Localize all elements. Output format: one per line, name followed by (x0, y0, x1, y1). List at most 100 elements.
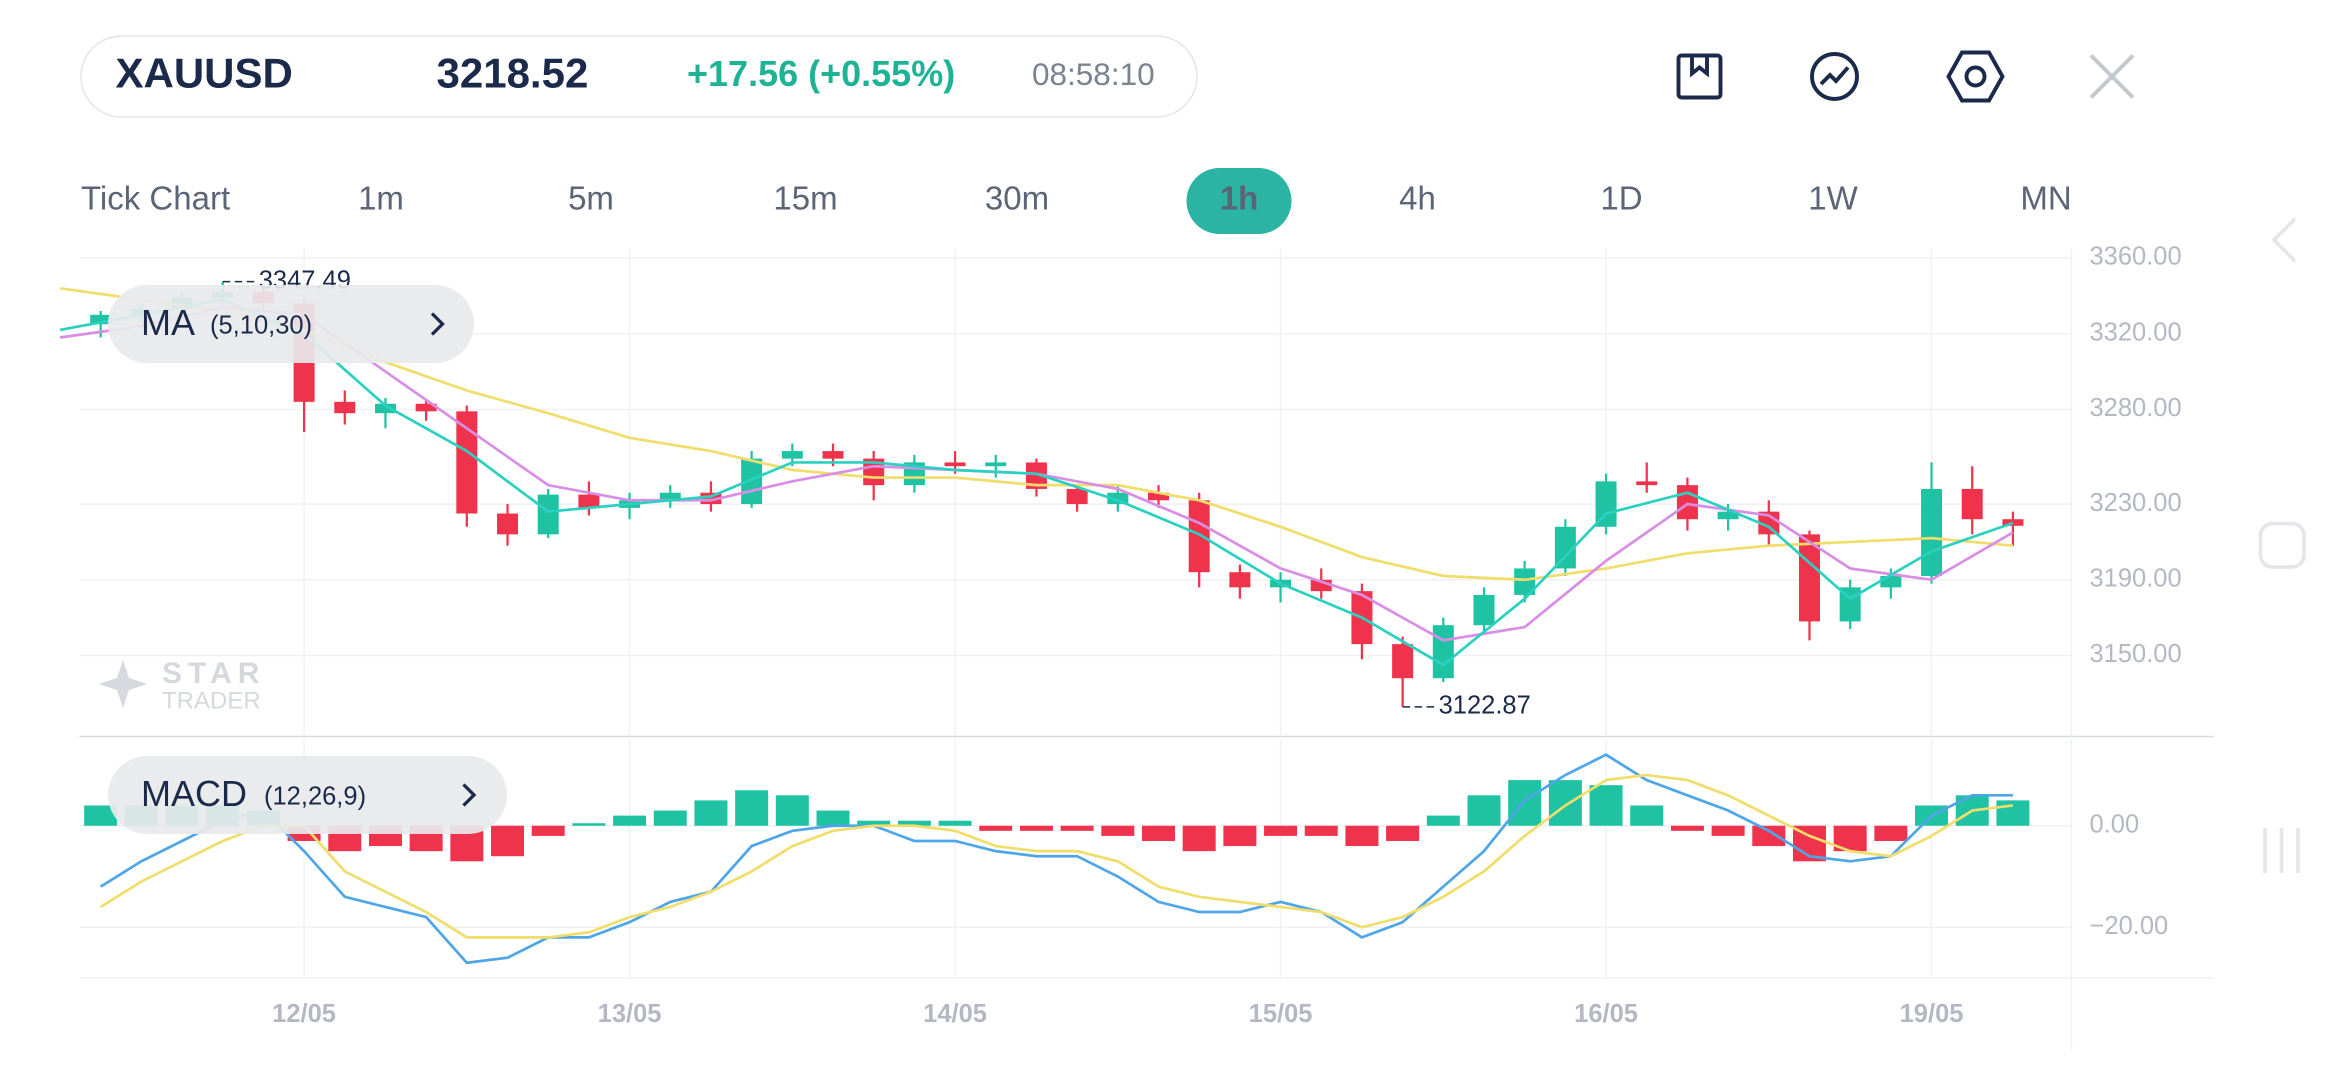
candle-body (334, 401, 356, 414)
histogram-bar (1508, 780, 1542, 826)
indicator-line (99, 753, 2013, 965)
y-tick-label: 3280.00 (2090, 394, 2182, 422)
macd-pill[interactable] (108, 756, 507, 834)
y-tick-label: 3360.00 (2090, 243, 2182, 271)
x-tick-label: 16/05 (1574, 1000, 1638, 1028)
timeframe[interactable]: 4h (1399, 180, 1436, 217)
timeframe-selected[interactable] (1186, 168, 1292, 234)
histogram-bar (1996, 800, 2030, 826)
histogram-bar (735, 790, 769, 826)
candle-body (415, 403, 437, 412)
candle-body (1554, 526, 1576, 569)
histogram-bar (1548, 780, 1582, 826)
indicator-params: (12,26,9) (264, 783, 366, 811)
y-tick-label: 3190.00 (2090, 565, 2182, 593)
settings-icon[interactable] (1946, 50, 2005, 103)
histogram-bar (1060, 825, 1094, 831)
price: 3218.52 (437, 50, 589, 97)
candle-body (1025, 462, 1047, 489)
candle-body (1229, 572, 1251, 588)
candle-body (944, 462, 966, 467)
candle-body (1188, 500, 1210, 573)
timeframe[interactable]: 5m (568, 180, 614, 217)
candle-body (497, 513, 519, 535)
histogram-bar (897, 820, 931, 826)
timeframe[interactable]: Tick Chart (81, 180, 230, 217)
candle-body (1066, 488, 1088, 505)
candle-body (1432, 625, 1454, 679)
histogram-bar (1874, 825, 1908, 841)
side-square[interactable] (2258, 521, 2306, 569)
candle-body (1473, 594, 1495, 626)
timeframe[interactable]: 1h (1220, 180, 1259, 217)
timeframe[interactable]: 1W (1808, 180, 1858, 217)
candle-body (781, 451, 803, 459)
candle-body (1636, 481, 1658, 486)
timeframe[interactable]: 1D (1600, 180, 1642, 217)
ma-pill[interactable] (108, 285, 474, 363)
histogram-bar (572, 823, 606, 826)
histogram-bar (531, 825, 565, 836)
histogram-bar (694, 800, 728, 826)
watermark: STAR TRADER (99, 657, 261, 714)
histogram-bar (1264, 825, 1298, 836)
histogram-bar (1670, 825, 1704, 831)
candle-body (1798, 534, 1820, 622)
indicator-icon[interactable] (1810, 52, 1859, 101)
histogram-bar (1304, 825, 1338, 836)
candle-body (985, 462, 1007, 467)
candle-body (1880, 576, 1902, 588)
x-tick-label: 13/05 (598, 1000, 662, 1028)
y-tick-label: 0.00 (2090, 811, 2140, 839)
indicator-line (99, 773, 2014, 939)
y-tick-label: 3150.00 (2090, 640, 2182, 668)
y-tick-label: −20.00 (2090, 912, 2169, 940)
histogram-bar (1711, 825, 1745, 836)
change: +17.56 (+0.55%) (687, 53, 955, 94)
histogram-bar (613, 815, 647, 826)
candle-body (1310, 579, 1332, 592)
toolbar (1676, 50, 2135, 103)
histogram-bar (1589, 785, 1623, 826)
timeframe[interactable]: 1m (358, 180, 404, 217)
close-icon[interactable] (2089, 54, 2135, 99)
histogram-bar (1426, 815, 1460, 826)
side-controls (2258, 217, 2306, 873)
candle-body (578, 494, 600, 508)
indicator-params: (5,10,30) (210, 312, 312, 340)
histogram-bar (1752, 825, 1786, 847)
time: 08:58:10 (1032, 56, 1155, 92)
candle-body (374, 403, 396, 414)
side-back[interactable] (2271, 217, 2297, 263)
histogram-bar (1630, 805, 1664, 826)
candle-body (1107, 492, 1129, 505)
candle-body (822, 451, 844, 459)
histogram-bar (775, 795, 809, 826)
timeframe[interactable]: MN (2020, 180, 2071, 217)
histogram-bar (1019, 825, 1053, 831)
histogram-bar (1101, 825, 1135, 836)
timeframe[interactable]: 30m (985, 180, 1049, 217)
bookmark-icon[interactable] (1676, 53, 1723, 100)
candle-body (1392, 644, 1414, 679)
timeframe[interactable]: 15m (773, 180, 837, 217)
histogram-bar (1345, 825, 1379, 847)
histogram-bar (1182, 825, 1216, 852)
candle-body (1961, 488, 1983, 520)
histogram-bar (1467, 795, 1501, 826)
indicator-name: MACD (141, 773, 247, 814)
histogram-bar (491, 825, 525, 857)
logo (99, 660, 147, 708)
histogram-bar (1223, 825, 1257, 847)
candle-body (1676, 485, 1698, 520)
y-tick-label: 3320.00 (2090, 318, 2182, 346)
candle-body (1148, 492, 1169, 501)
symbol-bar[interactable] (80, 35, 1198, 118)
x-tick-label: 14/05 (923, 1000, 987, 1028)
candle-body (456, 411, 478, 514)
histogram-bar (979, 825, 1013, 831)
y-tick-label: 3230.00 (2090, 489, 2182, 517)
side-menu[interactable] (2263, 828, 2300, 873)
